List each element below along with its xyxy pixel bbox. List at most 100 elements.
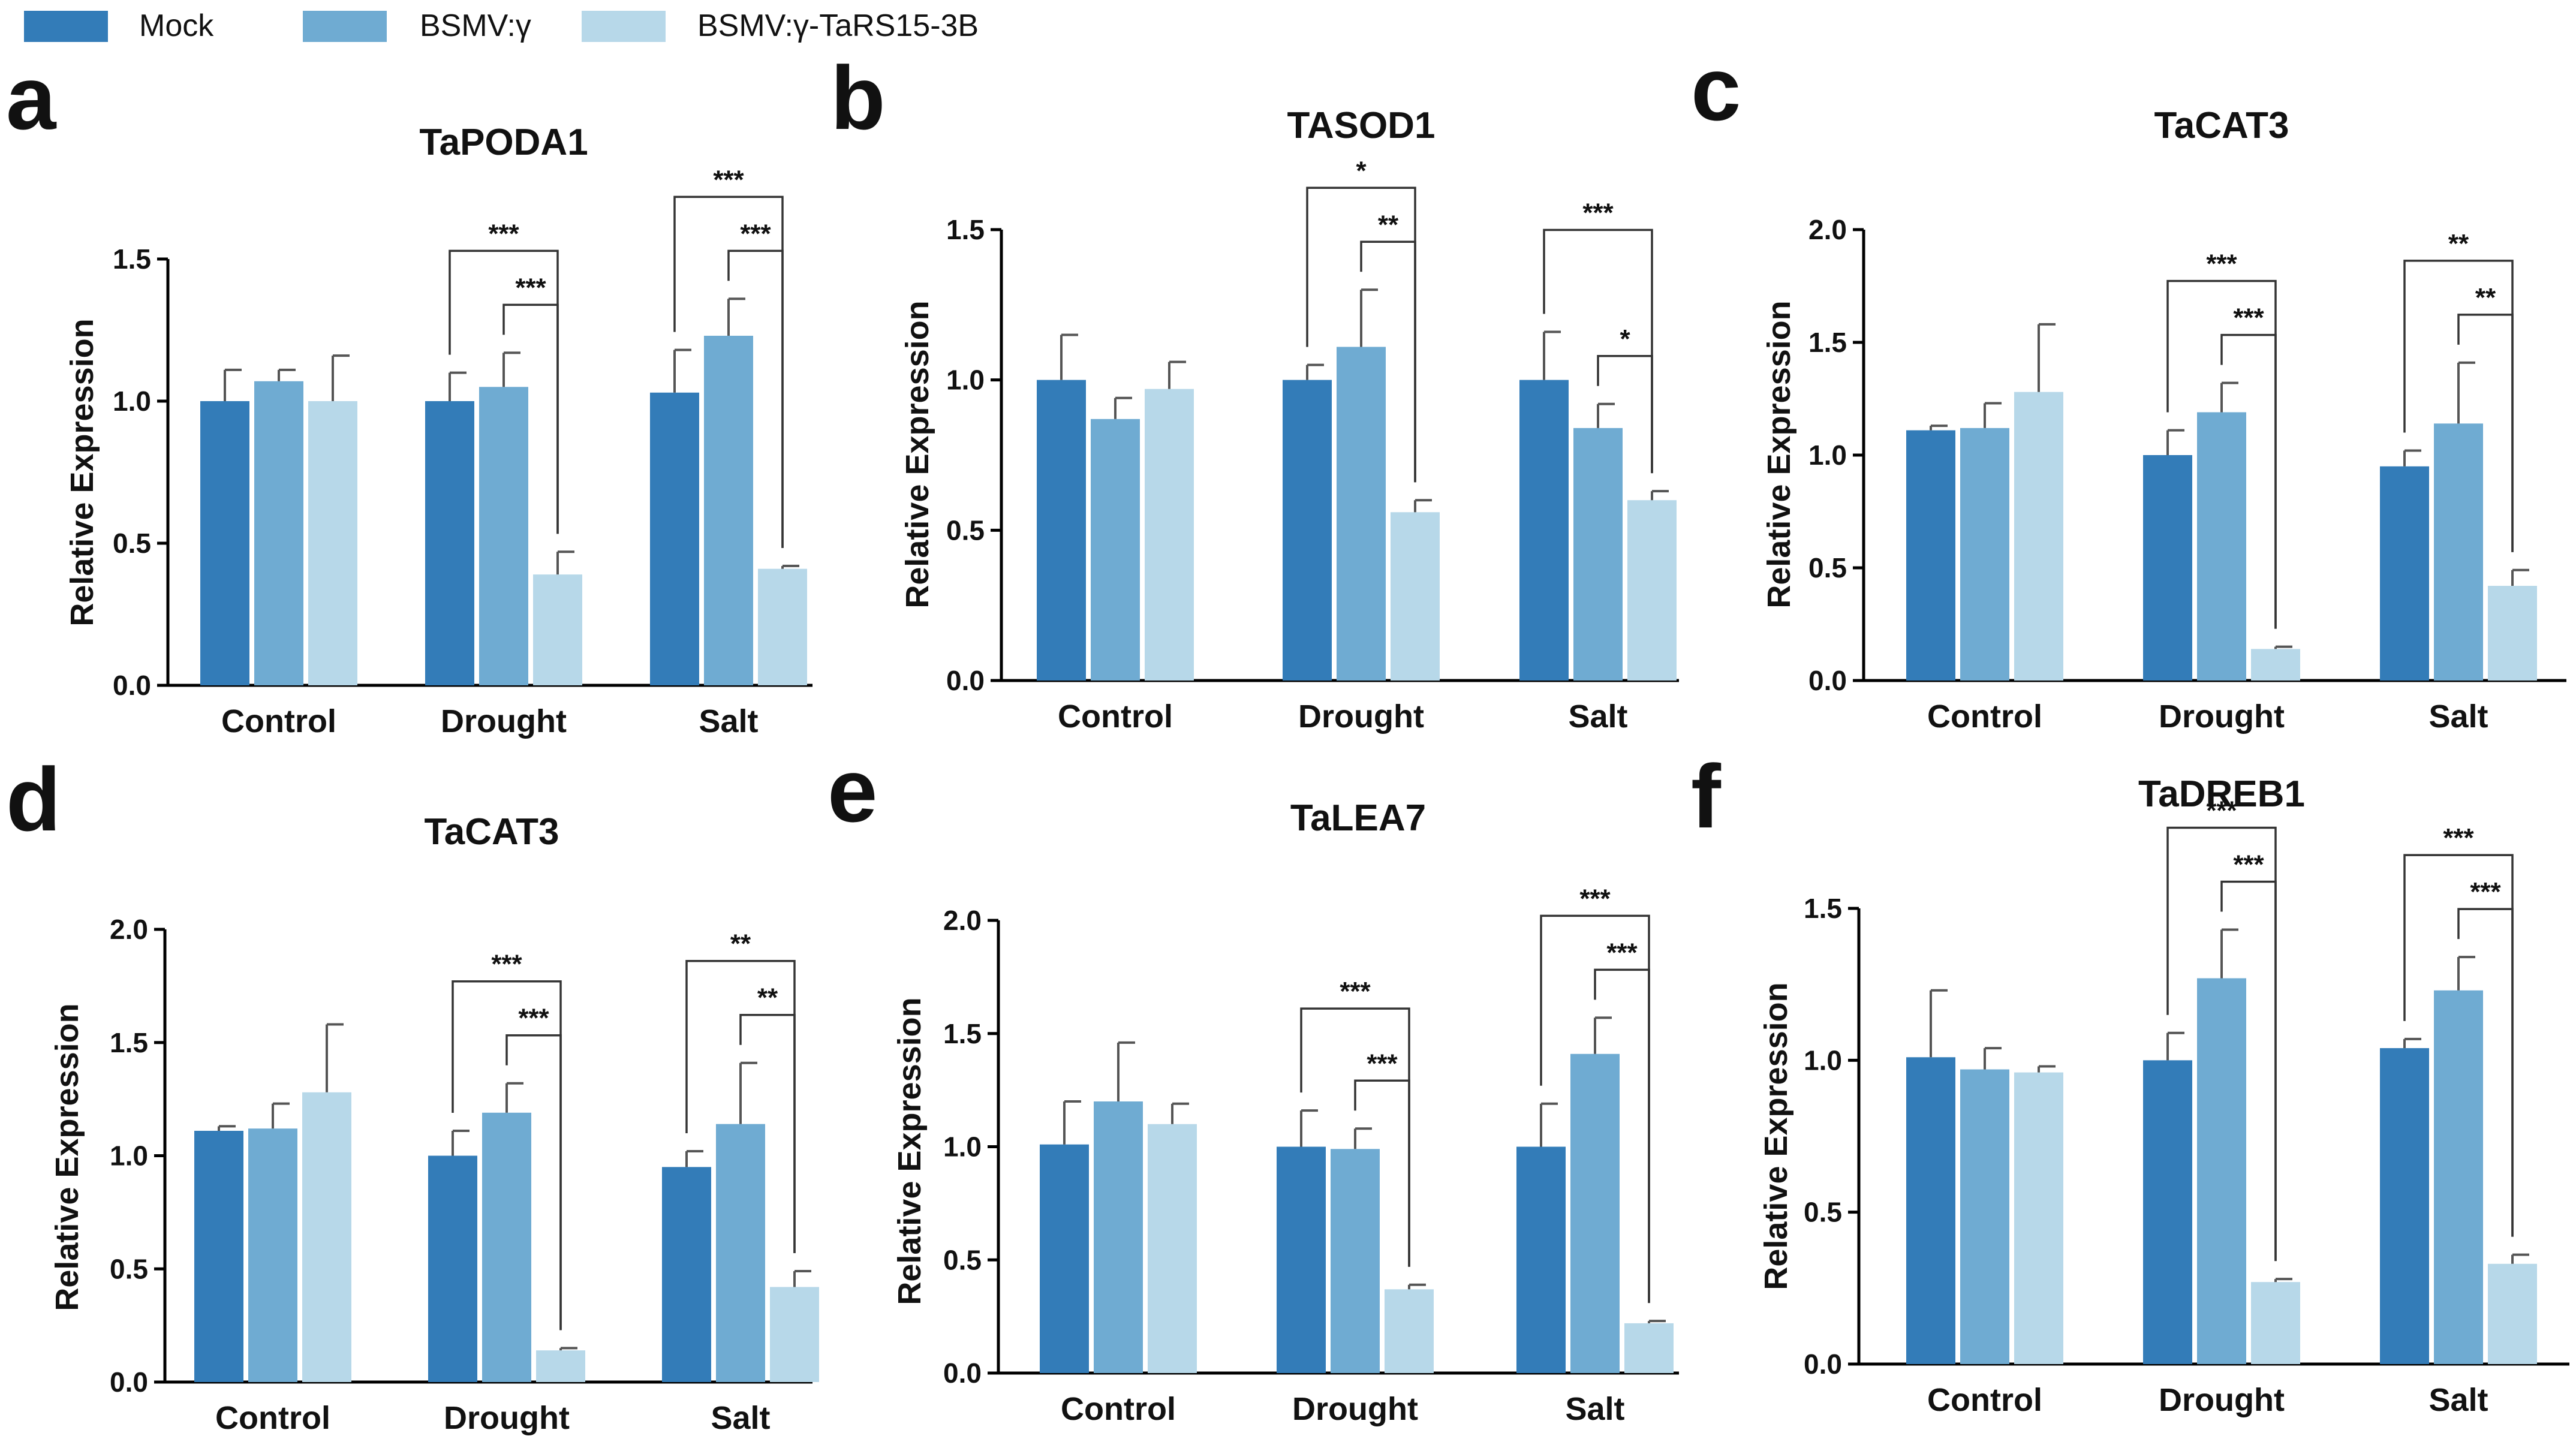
- panel-letter-b: b: [830, 47, 886, 148]
- bar-b-salt-s2: [1627, 500, 1677, 681]
- bar-f-salt-s2: [2488, 1263, 2537, 1364]
- x-tick-label-f-salt: Salt: [2428, 1382, 2488, 1418]
- bar-c-drought-s0: [2143, 455, 2192, 681]
- y-axis-label-a: Relative Expression: [64, 318, 100, 626]
- bar-d-salt-s1: [716, 1124, 765, 1382]
- x-tick-label-b-salt: Salt: [1568, 699, 1627, 734]
- significance-label-b: ***: [1582, 198, 1614, 227]
- bar-d-drought-s2: [536, 1350, 585, 1382]
- bar-e-drought-s2: [1385, 1289, 1434, 1373]
- significance-label-a: ***: [713, 165, 744, 194]
- bar-e-drought-s0: [1277, 1146, 1326, 1373]
- significance-bracket-b: [1360, 240, 1416, 483]
- y-tick-label-e: 1.0: [943, 1131, 982, 1163]
- bar-b-control-s2: [1145, 389, 1194, 681]
- significance-label-b: *: [1620, 324, 1630, 354]
- y-axis-label-e: Relative Expression: [892, 997, 928, 1305]
- panel-letter-a: a: [6, 47, 57, 148]
- significance-label-a: ***: [515, 273, 546, 302]
- bar-d-drought-s1: [482, 1112, 531, 1382]
- significance-label-d: **: [757, 983, 778, 1013]
- panel-title-e: TaLEA7: [1290, 797, 1426, 839]
- y-axis-label-d: Relative Expression: [49, 1003, 85, 1311]
- y-tick-label-d: 0.5: [110, 1253, 148, 1284]
- bar-a-drought-s0: [425, 401, 474, 685]
- x-tick-label-c-control: Control: [1927, 699, 2042, 734]
- bar-c-drought-s1: [2197, 412, 2246, 681]
- significance-label-e: ***: [1579, 884, 1611, 913]
- significance-bracket-a: [727, 249, 784, 548]
- legend-label-bsmv: BSMV:γ: [420, 8, 531, 43]
- y-tick-label-f: 0.0: [1804, 1348, 1842, 1380]
- bar-a-salt-s2: [758, 568, 807, 685]
- significance-label-f: ***: [2443, 823, 2474, 853]
- x-tick-label-c-salt: Salt: [2428, 699, 2488, 734]
- y-axis-label-f: Relative Expression: [1758, 982, 1794, 1290]
- y-axis-label-b: Relative Expression: [899, 300, 935, 608]
- significance-bracket-f: [2457, 908, 2514, 1237]
- bar-a-drought-s2: [533, 574, 582, 685]
- bar-f-salt-s1: [2434, 990, 2483, 1364]
- chart-panel-d: d TaCAT3 Relative Expression 0.0 0.5 1.0 1.…: [6, 749, 819, 1436]
- y-tick-label-d: 1.5: [110, 1027, 148, 1058]
- x-tick-label-e-drought: Drought: [1292, 1391, 1418, 1427]
- bar-f-drought-s0: [2143, 1060, 2192, 1364]
- significance-label-f: ***: [2470, 877, 2501, 907]
- bar-a-control-s0: [200, 401, 249, 685]
- x-tick-label-d-control: Control: [215, 1400, 330, 1436]
- bar-c-control-s2: [2014, 392, 2063, 681]
- bar-f-control-s1: [1960, 1069, 2009, 1364]
- y-tick-label-c: 2.0: [1808, 214, 1847, 245]
- bar-c-control-s1: [1960, 428, 2009, 681]
- bar-b-salt-s1: [1573, 428, 1623, 681]
- y-tick-label-c: 1.0: [1808, 439, 1847, 471]
- significance-label-a: ***: [740, 219, 771, 248]
- significance-bracket-d: [505, 1034, 562, 1330]
- chart-panel-c: c TaCAT3 Relative Expression 0.0 0.5 1.0 1.…: [1691, 38, 2566, 734]
- bar-d-drought-s0: [428, 1155, 477, 1382]
- significance-label-b: **: [1378, 210, 1399, 239]
- bar-c-control-s0: [1906, 430, 1955, 681]
- y-tick-label-b: 1.0: [946, 365, 985, 396]
- significance-label-d: ***: [518, 1004, 549, 1033]
- y-tick-label-e: 1.5: [943, 1018, 982, 1049]
- panel-title-a: TaPODA1: [419, 122, 588, 163]
- panel-title-d: TaCAT3: [424, 811, 559, 853]
- panel-letter-f: f: [1691, 746, 1722, 847]
- panel-title-b: TASOD1: [1287, 105, 1436, 146]
- bar-a-control-s1: [254, 381, 303, 685]
- bar-d-control-s2: [302, 1092, 351, 1382]
- panel-title-f: TaDREB1: [2138, 773, 2305, 815]
- significance-label-b: *: [1356, 156, 1367, 185]
- legend-label-mock: Mock: [139, 8, 214, 43]
- y-tick-label-f: 1.5: [1804, 893, 1842, 924]
- x-tick-label-d-drought: Drought: [444, 1400, 570, 1436]
- y-tick-label-b: 0.0: [946, 665, 985, 696]
- significance-label-e: ***: [1367, 1049, 1398, 1078]
- significance-bracket-c: [2457, 314, 2514, 552]
- significance-bracket-e: [1594, 968, 1650, 1304]
- y-tick-label-e: 0.5: [943, 1244, 982, 1275]
- bar-a-salt-s1: [704, 335, 753, 685]
- y-tick-label-a: 1.5: [113, 243, 151, 275]
- significance-bracket-e: [1354, 1079, 1410, 1267]
- bar-c-drought-s2: [2251, 649, 2300, 681]
- bar-b-control-s0: [1037, 380, 1086, 681]
- legend: Mock BSMV:γ BSMV:γ-TaRS15-3B: [24, 8, 979, 43]
- x-tick-label-a-salt: Salt: [699, 703, 758, 739]
- y-tick-label-a: 1.0: [113, 386, 151, 417]
- y-tick-label-a: 0.5: [113, 528, 151, 559]
- y-tick-label-c: 0.5: [1808, 552, 1847, 583]
- legend-swatch-bsmv: [303, 11, 387, 42]
- panel-letter-c: c: [1691, 38, 1741, 139]
- significance-bracket-a: [502, 303, 559, 534]
- significance-label-c: ***: [2233, 303, 2264, 333]
- significance-label-c: **: [2475, 283, 2496, 312]
- plot-area-f: 0.0 0.5 1.0 1.5 Control Drought Salt *** *** *** *…: [1804, 796, 2569, 1418]
- bar-f-salt-s0: [2380, 1048, 2429, 1364]
- bar-c-salt-s0: [2380, 466, 2429, 681]
- bar-f-control-s0: [1906, 1057, 1955, 1364]
- y-tick-label-f: 1.0: [1804, 1044, 1842, 1076]
